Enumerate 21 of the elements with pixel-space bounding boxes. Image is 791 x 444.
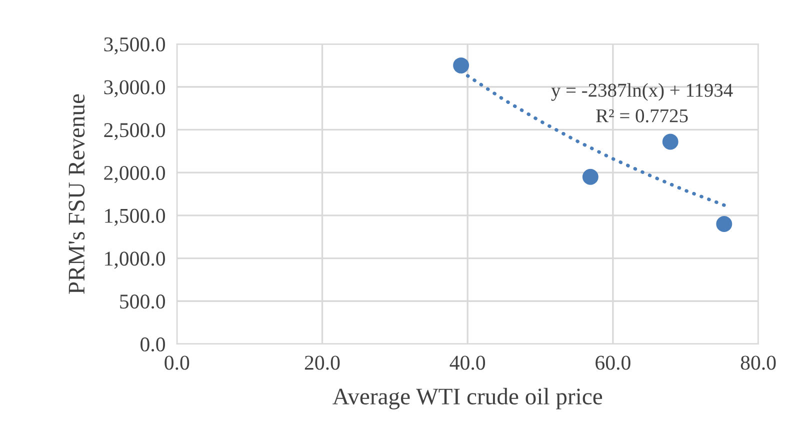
y-tick-label: 500.0 <box>120 294 165 309</box>
x-tick-label: 40.0 <box>450 356 486 370</box>
point <box>662 134 678 150</box>
x-tick-label: 60.0 <box>596 356 630 370</box>
annotation: R² = 0.7725 <box>596 109 688 122</box>
point <box>716 216 732 232</box>
y-tick-label: 2,000.0 <box>104 166 165 184</box>
x-axis-title: Average WTI crude oil price <box>332 388 602 410</box>
point <box>582 168 598 185</box>
x-tick-label: 0.0 <box>164 356 190 370</box>
x-tick-label: 80.0 <box>740 356 776 370</box>
y-tick-label: 1,500.0 <box>105 208 165 226</box>
x-tick-label: 20.0 <box>304 356 340 370</box>
point <box>453 57 470 74</box>
y-tick-label: 3,000.0 <box>104 80 165 98</box>
y-tick-label: 0.0 <box>140 337 165 352</box>
annotation: y = -2387ln(x) + 11934 <box>551 83 733 101</box>
y-axis-title: PRM's FSU Revenue <box>68 94 85 294</box>
y-tick-label: 3,500.0 <box>104 37 165 54</box>
y-tick-label: 2,500.0 <box>104 123 165 140</box>
y-tick-label: 1,000.0 <box>105 252 165 269</box>
